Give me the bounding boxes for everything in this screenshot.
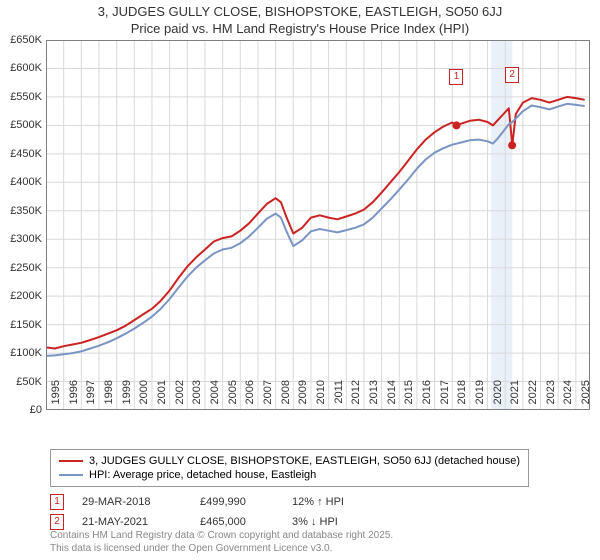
x-axis-label: 2023 <box>545 380 557 412</box>
legend-item: 3, JUDGES GULLY CLOSE, BISHOPSTOKE, EAST… <box>59 454 520 468</box>
y-axis-label: £300K <box>10 233 42 245</box>
x-axis-label: 2022 <box>527 380 539 412</box>
legend: 3, JUDGES GULLY CLOSE, BISHOPSTOKE, EAST… <box>50 449 529 487</box>
event-marker-box: 2 <box>505 67 519 83</box>
event-price: £465,000 <box>200 516 274 528</box>
x-axis-label: 2014 <box>386 380 398 412</box>
event-date: 21-MAY-2021 <box>82 516 182 528</box>
y-axis-label: £600K <box>10 62 42 74</box>
x-axis-label: 2000 <box>138 380 150 412</box>
title-line-1: 3, JUDGES GULLY CLOSE, BISHOPSTOKE, EAST… <box>0 4 600 21</box>
x-axis-label: 2020 <box>492 380 504 412</box>
x-axis-label: 2002 <box>174 380 186 412</box>
x-axis-label: 2018 <box>456 380 468 412</box>
x-axis-label: 2021 <box>509 380 521 412</box>
event-marker-box: 1 <box>449 69 463 85</box>
legend-label: 3, JUDGES GULLY CLOSE, BISHOPSTOKE, EAST… <box>89 455 520 467</box>
event-hpi-delta: 3% ↓ HPI <box>292 516 338 528</box>
x-axis-label: 2010 <box>315 380 327 412</box>
footer-attribution: Contains HM Land Registry data © Crown c… <box>50 530 393 555</box>
x-axis-label: 2007 <box>262 380 274 412</box>
event-number: 2 <box>50 514 64 530</box>
y-axis-label: £200K <box>10 290 42 302</box>
x-axis-label: 2008 <box>280 380 292 412</box>
x-axis-label: 1998 <box>103 380 115 412</box>
x-axis-label: 1995 <box>50 380 62 412</box>
x-axis-label: 2003 <box>191 380 203 412</box>
y-axis-label: £550K <box>10 91 42 103</box>
event-row: 1 29-MAR-2018 £499,990 12% ↑ HPI <box>50 492 344 512</box>
x-axis-label: 2016 <box>421 380 433 412</box>
legend-item: HPI: Average price, detached house, East… <box>59 468 520 482</box>
x-axis-label: 2015 <box>403 380 415 412</box>
y-axis-label: £400K <box>10 176 42 188</box>
x-axis-label: 2025 <box>580 380 592 412</box>
x-axis-label: 2013 <box>368 380 380 412</box>
x-axis-label: 1996 <box>68 380 80 412</box>
y-axis-label: £100K <box>10 347 42 359</box>
events-table: 1 29-MAR-2018 £499,990 12% ↑ HPI 2 21-MAY-202… <box>50 492 344 532</box>
plot-svg <box>46 40 590 410</box>
x-axis-label: 2004 <box>209 380 221 412</box>
x-axis-label: 2012 <box>350 380 362 412</box>
chart-title: 3, JUDGES GULLY CLOSE, BISHOPSTOKE, EAST… <box>0 0 600 38</box>
event-dot <box>452 121 460 129</box>
x-axis-label: 2005 <box>227 380 239 412</box>
event-number: 1 <box>50 494 64 510</box>
legend-label: HPI: Average price, detached house, East… <box>89 469 316 481</box>
footer-line-1: Contains HM Land Registry data © Crown c… <box>50 530 393 543</box>
y-axis-label: £0 <box>30 404 42 416</box>
x-axis-label: 1999 <box>121 380 133 412</box>
chart-container: 3, JUDGES GULLY CLOSE, BISHOPSTOKE, EAST… <box>0 0 600 560</box>
title-line-2: Price paid vs. HM Land Registry's House … <box>0 21 600 38</box>
x-axis-label: 2009 <box>297 380 309 412</box>
x-axis-label: 2006 <box>244 380 256 412</box>
x-axis-label: 1997 <box>85 380 97 412</box>
x-axis-label: 2019 <box>474 380 486 412</box>
x-axis-label: 2017 <box>439 380 451 412</box>
event-date: 29-MAR-2018 <box>82 496 182 508</box>
footer-line-2: This data is licensed under the Open Gov… <box>50 543 393 556</box>
event-row: 2 21-MAY-2021 £465,000 3% ↓ HPI <box>50 512 344 532</box>
y-axis-label: £350K <box>10 205 42 217</box>
x-axis-label: 2011 <box>333 380 345 412</box>
legend-swatch <box>59 460 83 462</box>
y-axis-label: £650K <box>10 34 42 46</box>
y-axis-label: £250K <box>10 262 42 274</box>
event-hpi-delta: 12% ↑ HPI <box>292 496 344 508</box>
y-axis-label: £450K <box>10 148 42 160</box>
x-axis-label: 2001 <box>156 380 168 412</box>
event-dot <box>508 141 516 149</box>
y-axis-label: £150K <box>10 319 42 331</box>
event-price: £499,990 <box>200 496 274 508</box>
y-axis-label: £50K <box>16 376 42 388</box>
legend-swatch <box>59 474 83 476</box>
y-axis-label: £500K <box>10 119 42 131</box>
chart-area: £0£50K£100K£150K£200K£250K£300K£350K£400… <box>46 40 590 410</box>
x-axis-label: 2024 <box>562 380 574 412</box>
